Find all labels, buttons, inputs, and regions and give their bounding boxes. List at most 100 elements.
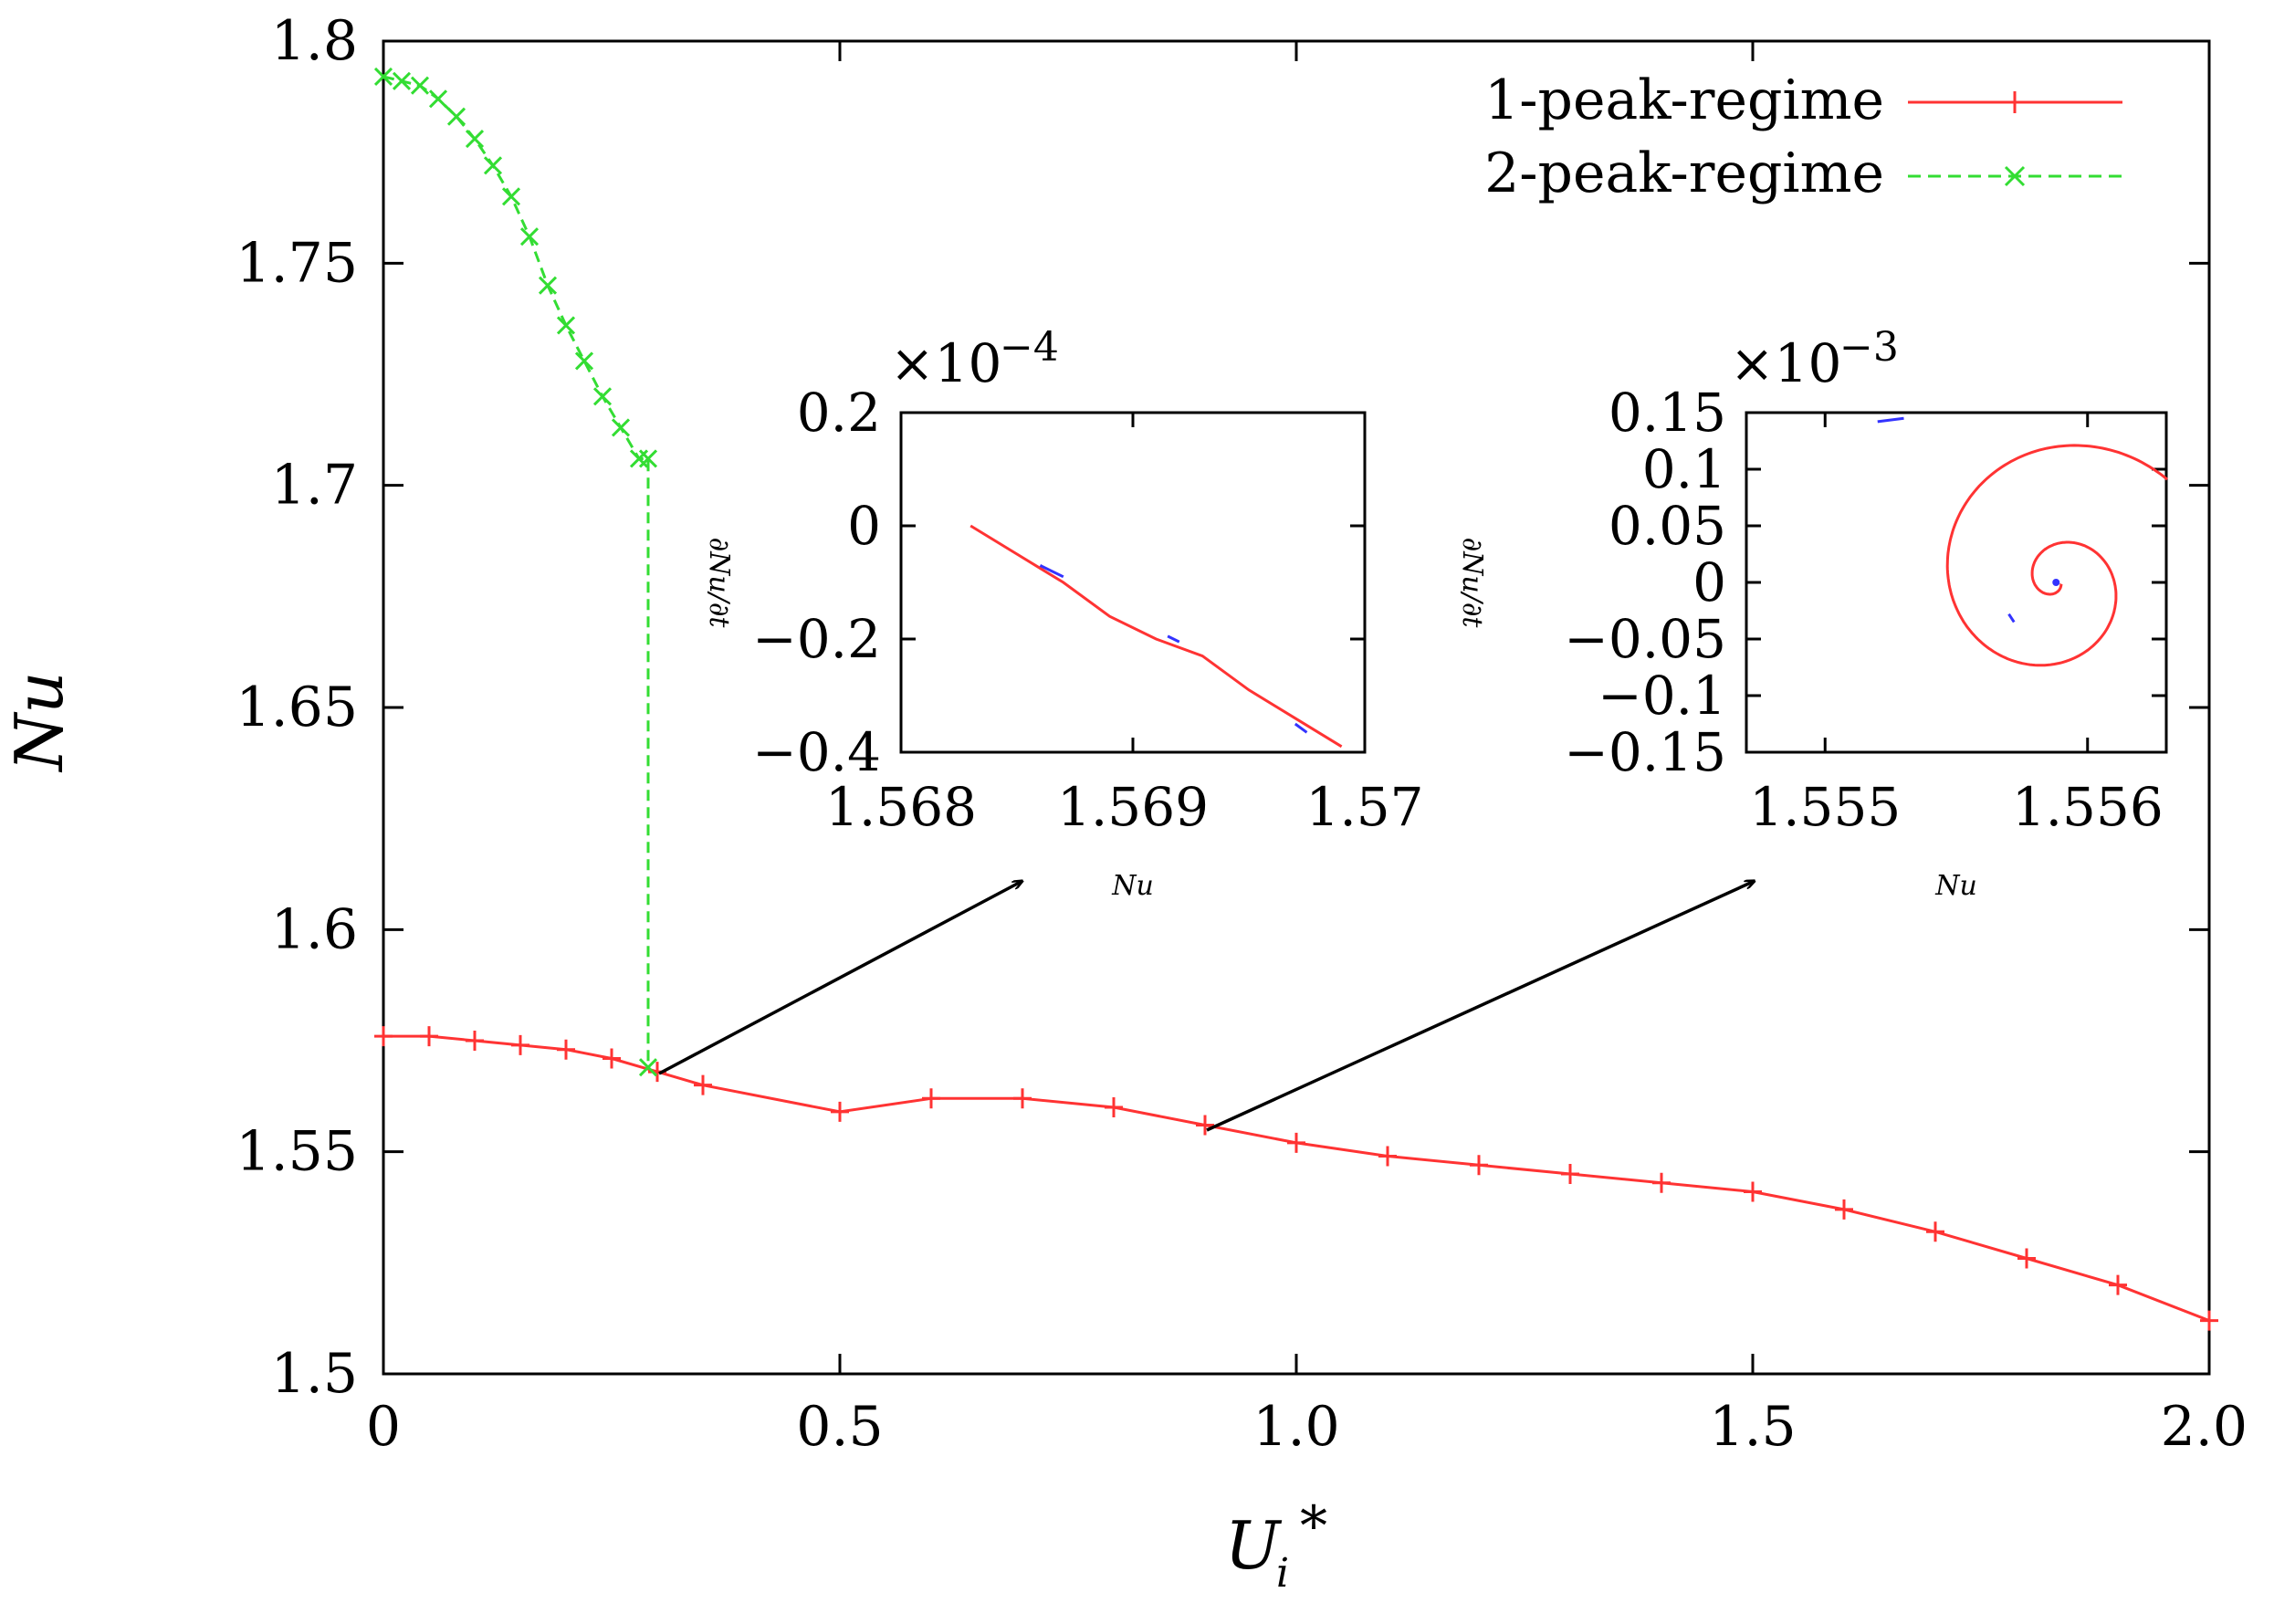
- inset-right-spiral: [1945, 444, 2168, 667]
- inset-y-tick-label: −0.1: [1598, 665, 1726, 727]
- point-marker: [629, 449, 649, 468]
- inset-y-tick-label: −0.05: [1564, 608, 1726, 670]
- point-marker: [374, 1026, 393, 1047]
- inset-left-frame: [899, 411, 1367, 754]
- inset-y-tick-label: 0.2: [797, 382, 881, 444]
- x-axis-title: U i *: [1225, 1494, 1327, 1597]
- point-marker: [511, 1034, 529, 1055]
- x-tick-label: 2.0: [2161, 1395, 2248, 1459]
- svg-text:−3: −3: [1839, 324, 1899, 371]
- y-tick-label: 1.7: [271, 454, 358, 518]
- inset-y-tick-label: 0: [847, 495, 881, 557]
- point-marker: [2109, 1274, 2127, 1295]
- point-marker: [373, 67, 393, 86]
- point-marker: [922, 1088, 940, 1109]
- inset-right-xlabel: Nu: [1934, 870, 1977, 902]
- point-marker: [410, 76, 430, 95]
- point-marker: [2200, 1310, 2218, 1331]
- point-marker: [638, 1058, 658, 1077]
- inset-left-blue-segment: [1167, 634, 1180, 644]
- svg-text:×10: ×10: [1730, 332, 1841, 394]
- inset-right-ticks: 0.150.10.050−0.05−0.1−0.15 1.555 1.556: [1564, 382, 2166, 838]
- point-marker: [831, 1101, 849, 1122]
- inset-y-tick-label: 0.05: [1609, 495, 1726, 557]
- inset-y-tick-label: −0.2: [752, 608, 881, 670]
- point-marker: [1378, 1146, 1397, 1167]
- point-marker: [1652, 1172, 1671, 1193]
- inset-y-tick-label: 0: [1692, 551, 1726, 613]
- point-marker: [603, 1048, 621, 1069]
- inset-x-tick-label: 1.556: [2012, 776, 2164, 838]
- inset-right-multiplier: ×10 −3: [1730, 324, 1899, 394]
- inset-right-ylabel: ∂Nu/∂t: [1456, 538, 1488, 629]
- x-tick-label: 0: [366, 1395, 401, 1459]
- svg-text:*: *: [1300, 1494, 1327, 1558]
- inset-right-center-point: [2052, 579, 2060, 586]
- inset-x-tick-label: 1.555: [1749, 776, 1901, 838]
- inset-left-curve: [969, 524, 1343, 749]
- inset-left-ylabel: ∂Nu/∂t: [703, 538, 735, 629]
- point-marker: [611, 418, 631, 437]
- arrow-left: [658, 881, 1022, 1075]
- y-tick-label: 1.8: [271, 9, 358, 73]
- arrow-right: [1206, 881, 1755, 1132]
- point-marker: [519, 227, 540, 246]
- y-tick-label: 1.75: [236, 231, 358, 295]
- x-tick-label: 0.5: [796, 1395, 883, 1459]
- point-marker: [465, 130, 485, 149]
- point-marker: [694, 1074, 712, 1095]
- inset-left-blue-segment: [1039, 564, 1064, 579]
- legend-label-1: 1-peak-regime: [1484, 68, 1884, 132]
- x-tick-label: 1.5: [1709, 1395, 1796, 1459]
- point-marker: [420, 1026, 438, 1047]
- point-marker: [556, 316, 576, 335]
- legend-label-2: 2-peak-regime: [1484, 141, 1884, 205]
- point-marker: [574, 351, 594, 371]
- inset-x-tick-label: 1.57: [1305, 776, 1423, 838]
- point-marker: [557, 1039, 575, 1060]
- point-marker: [1105, 1097, 1123, 1117]
- y-tick-label: 1.5: [271, 1342, 358, 1406]
- point-marker: [538, 276, 558, 295]
- point-marker: [1561, 1164, 1579, 1184]
- y-tick-label: 1.6: [271, 897, 358, 961]
- inset-y-tick-label: −0.4: [752, 721, 881, 783]
- point-marker: [446, 107, 466, 126]
- inset-y-tick-label: −0.15: [1564, 721, 1726, 783]
- main-ticks: 1.5 1.55 1.6 1.65 1.7 1.75 1.8 0 0.5 1.0 1.5 2.0: [236, 9, 2248, 1459]
- inset-right: 0.150.10.050−0.05−0.1−0.15 1.555 1.556 ×10…: [1456, 324, 2168, 902]
- svg-text:i: i: [1276, 1550, 1289, 1597]
- inset-left: 0.2 0 −0.2 −0.41.568 1.569 1.57 ×10 −4 Nu ∂Nu…: [703, 324, 1424, 902]
- inset-right-frame: [1745, 411, 2168, 754]
- inset-x-tick-label: 1.569: [1057, 776, 1209, 838]
- inset-left-xlabel: Nu: [1111, 870, 1154, 902]
- point-marker: [592, 387, 613, 406]
- y-tick-label: 1.65: [236, 676, 358, 739]
- main-series: [373, 67, 2218, 1331]
- inset-left-line: [969, 524, 1343, 749]
- inset-right-curve: [1877, 416, 2168, 667]
- point-marker: [1926, 1221, 1944, 1242]
- inset-right-blue-segment: [2007, 613, 2016, 623]
- inset-y-tick-label: 0.1: [1642, 438, 1726, 500]
- svg-text:−4: −4: [1000, 324, 1059, 371]
- inset-x-tick-label: 1.568: [825, 776, 977, 838]
- point-marker: [501, 187, 521, 206]
- inset-right-blue-segment: [1877, 416, 1904, 424]
- y-axis-title: Nu: [1, 671, 78, 772]
- point-marker: [428, 89, 448, 109]
- point-marker: [1196, 1115, 1214, 1136]
- point-marker: [1287, 1132, 1305, 1153]
- point-marker: [2017, 1248, 2036, 1269]
- x-tick-label: 1.0: [1252, 1395, 1339, 1459]
- y-tick-label: 1.55: [236, 1120, 358, 1184]
- legend: 1-peak-regime 2-peak-regime: [1484, 68, 2122, 205]
- point-marker: [1835, 1199, 1853, 1220]
- point-marker: [1744, 1181, 1762, 1202]
- point-marker: [1013, 1088, 1032, 1109]
- point-marker: [392, 71, 412, 90]
- point-marker: [638, 449, 658, 468]
- svg-text:×10: ×10: [890, 332, 1001, 394]
- inset-left-multiplier: ×10 −4: [890, 324, 1059, 394]
- series-line-2: [382, 75, 650, 1068]
